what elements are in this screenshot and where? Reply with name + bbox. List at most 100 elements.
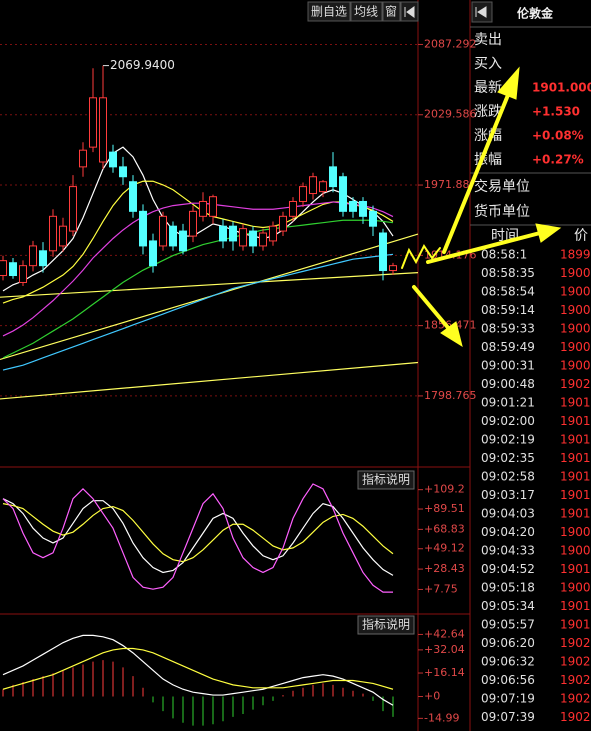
tick-price: 1900. bbox=[560, 303, 591, 317]
indicator-line bbox=[2, 498, 394, 576]
candle-body bbox=[359, 200, 367, 217]
indicator-line bbox=[2, 503, 394, 563]
tick-price: 1901. bbox=[560, 507, 591, 521]
unit-label: 货币单位 bbox=[474, 203, 530, 220]
candle-body bbox=[259, 232, 267, 247]
tick-time: 09:00:48 bbox=[481, 377, 535, 391]
tick-price: 1901. bbox=[560, 470, 591, 484]
candle-body bbox=[0, 260, 7, 277]
arrow-head bbox=[497, 66, 520, 100]
button[interactable] bbox=[350, 1, 383, 22]
indicator-button[interactable] bbox=[357, 470, 415, 490]
y-tick-label: 2029.586 bbox=[424, 108, 477, 121]
field-value: +0.27% bbox=[532, 153, 584, 167]
max-label: 2069.9400 bbox=[110, 58, 175, 72]
y-tick-label: +28.43 bbox=[424, 562, 465, 575]
indicator-line bbox=[2, 253, 394, 371]
collapse-icon bbox=[404, 6, 415, 18]
instrument-title: 伦敦金 bbox=[517, 6, 554, 21]
tick-price: 1900. bbox=[560, 525, 591, 539]
candle-body bbox=[69, 186, 77, 232]
tick-price: 1899. bbox=[560, 248, 591, 262]
candle-body bbox=[139, 210, 147, 247]
y-tick-label: +16.14 bbox=[424, 666, 465, 679]
tick-time: 09:07:19 bbox=[481, 692, 535, 706]
tick-price: 1900. bbox=[560, 544, 591, 558]
candle-body bbox=[169, 225, 177, 247]
table-header: 价 bbox=[574, 228, 588, 244]
candle-body bbox=[329, 166, 337, 188]
candle-body bbox=[189, 210, 197, 237]
field-label: 最新 bbox=[474, 80, 502, 96]
tick-time: 09:02:35 bbox=[481, 451, 535, 465]
button-label[interactable]: 删自选 bbox=[311, 5, 347, 19]
tick-price: 1901. bbox=[560, 488, 591, 502]
y-tick-label: +32.04 bbox=[424, 643, 465, 656]
tick-time: 09:07:39 bbox=[481, 710, 535, 724]
candle-body bbox=[79, 149, 87, 168]
tick-time: 09:06:32 bbox=[481, 655, 535, 669]
candle-body bbox=[89, 97, 97, 148]
candle-body bbox=[109, 151, 117, 168]
candle-body bbox=[19, 265, 27, 283]
candle-body bbox=[219, 225, 227, 242]
indicator-button[interactable] bbox=[357, 615, 415, 635]
tick-price: 1901. bbox=[560, 618, 591, 632]
candle-body bbox=[119, 166, 127, 178]
indicator-line bbox=[2, 647, 394, 690]
indicator-line bbox=[2, 483, 393, 593]
candle-body bbox=[229, 225, 237, 242]
tick-price: 1900. bbox=[560, 340, 591, 354]
tick-price: 1902. bbox=[560, 636, 591, 650]
y-tick-label: +109.2 bbox=[424, 483, 465, 496]
tick-time: 08:58:35 bbox=[481, 266, 535, 280]
candle-body bbox=[9, 262, 17, 277]
candle-body bbox=[149, 240, 157, 267]
tick-time: 09:04:20 bbox=[481, 525, 535, 539]
annotation-arrows bbox=[401, 66, 562, 348]
candle-body bbox=[29, 245, 37, 267]
candle-body bbox=[349, 200, 357, 212]
tick-price: 1902 bbox=[560, 655, 591, 669]
y-tick-label: +7.75 bbox=[424, 582, 458, 595]
y-tick-label: 2087.292 bbox=[424, 37, 477, 50]
zigzag bbox=[401, 244, 441, 269]
candle-body bbox=[199, 200, 207, 217]
content: 1798.7651856.4711914.1761971.882029.5862… bbox=[0, 6, 591, 726]
candle-body bbox=[239, 228, 247, 247]
candle-body bbox=[289, 200, 297, 217]
tick-time: 09:05:18 bbox=[481, 581, 535, 595]
indicator-line bbox=[2, 180, 394, 304]
y-tick-label: +49.12 bbox=[424, 542, 465, 555]
quote-frame bbox=[470, 1, 591, 226]
candle-body bbox=[279, 215, 287, 232]
candle-body bbox=[49, 215, 57, 252]
tick-time: 08:58:54 bbox=[481, 285, 535, 299]
candle-body bbox=[339, 176, 347, 212]
tick-time: 09:05:34 bbox=[481, 599, 535, 613]
button[interactable] bbox=[307, 1, 351, 22]
trendline bbox=[0, 272, 419, 298]
candle-body bbox=[209, 196, 217, 217]
tick-time: 09:04:03 bbox=[481, 507, 535, 521]
candle-body bbox=[99, 97, 107, 163]
button-label[interactable]: 窗 bbox=[385, 5, 397, 19]
arrow-shaft bbox=[412, 285, 452, 332]
button-label[interactable]: 均线 bbox=[354, 5, 378, 19]
button[interactable] bbox=[382, 1, 401, 22]
trendline bbox=[0, 361, 419, 400]
candle-body bbox=[379, 232, 387, 272]
candle-body bbox=[39, 250, 47, 267]
tick-price: 1900. bbox=[560, 322, 591, 336]
candle-body bbox=[319, 181, 327, 193]
y-tick-label: 1798.765 bbox=[424, 389, 477, 402]
indicator-title: 指标说明 bbox=[362, 617, 410, 632]
tick-time: 09:02:19 bbox=[481, 433, 535, 447]
arrow-shaft bbox=[426, 231, 542, 264]
y-tick-label: -14.99 bbox=[424, 711, 459, 724]
tick-time: 09:02:00 bbox=[481, 414, 535, 428]
candle-body bbox=[389, 265, 397, 272]
y-tick-label: +89.51 bbox=[424, 502, 465, 515]
